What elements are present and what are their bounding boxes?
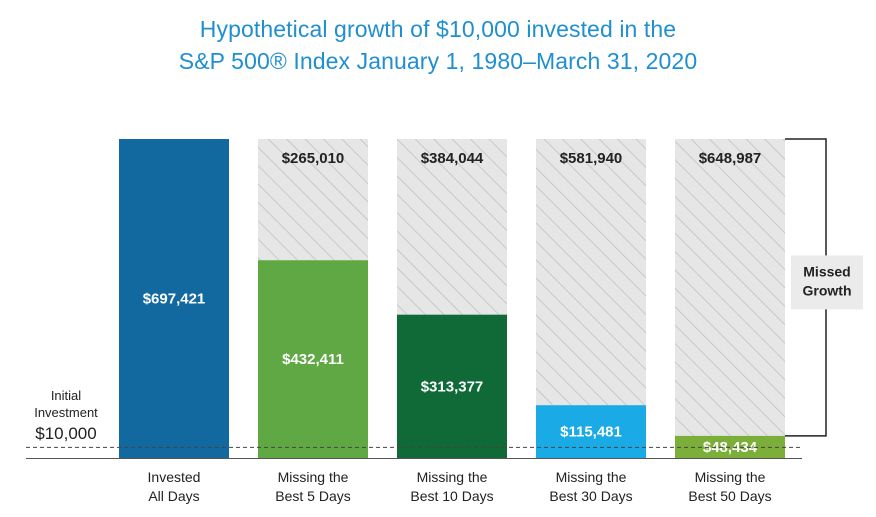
missed-growth-label-bg — [791, 255, 863, 310]
missed-growth-bar — [675, 139, 785, 436]
bar-value-label: $697,421 — [143, 291, 206, 308]
category-label: Missing the — [417, 469, 488, 485]
missed-growth-value-label: $384,044 — [421, 150, 484, 167]
missed-growth-value-label: $265,010 — [282, 150, 345, 167]
bar — [119, 139, 229, 458]
category-label: Missing the — [278, 469, 349, 485]
bar-value-label: $313,377 — [421, 378, 484, 395]
missed-growth-label: Growth — [803, 282, 852, 298]
category-label: Best 10 Days — [410, 488, 493, 504]
missed-growth-label: Missed — [803, 263, 850, 279]
chart-title-line-2: S&P 500® Index January 1, 1980–March 31,… — [178, 48, 698, 74]
bar — [397, 314, 507, 458]
initial-investment-label-line-1: Initial — [50, 388, 82, 403]
bar — [675, 435, 785, 458]
category-label: Missing the — [556, 469, 627, 485]
category-label: Invested — [148, 469, 201, 485]
bar-value-label: $432,411 — [282, 351, 344, 368]
bar — [536, 405, 646, 458]
category-label: Best 30 Days — [549, 488, 632, 504]
category-label: All Days — [148, 488, 199, 504]
initial-investment-label-line-2: Investment — [34, 405, 98, 420]
missed-growth-bar — [536, 139, 646, 406]
category-label: Best 5 Days — [275, 488, 350, 504]
category-label: Best 50 Days — [688, 488, 771, 504]
bar-value-label: $115,481 — [560, 424, 622, 441]
bar-value-label: $48,434 — [703, 439, 758, 456]
initial-investment-amount: $10,000 — [35, 424, 97, 443]
missed-growth-bar — [258, 139, 368, 261]
chart-title-line-1: Hypothetical growth of $10,000 invested … — [199, 16, 677, 42]
category-label: Missing the — [695, 469, 766, 485]
missed-growth-value-label: $581,940 — [560, 150, 623, 167]
missed-growth-bar — [397, 139, 507, 315]
missed-growth-value-label: $648,987 — [699, 150, 762, 167]
bar — [258, 260, 368, 458]
